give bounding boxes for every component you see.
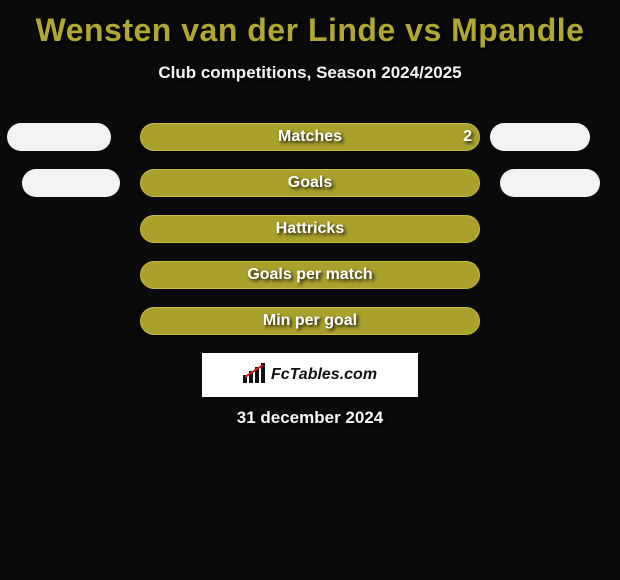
attribution-badge: FcTables.com: [202, 353, 418, 397]
page-subtitle: Club competitions, Season 2024/2025: [0, 63, 620, 83]
stat-label: Goals: [0, 169, 620, 197]
stat-row: Min per goal: [0, 307, 620, 335]
attribution-text: FcTables.com: [271, 366, 377, 384]
stat-label: Matches: [0, 123, 620, 151]
stat-row: Goals: [0, 169, 620, 197]
stat-label: Min per goal: [0, 307, 620, 335]
stat-label: Goals per match: [0, 261, 620, 289]
report-date: 31 december 2024: [0, 408, 620, 428]
comparison-chart: Matches2 Goals Hattricks Goals per match Min…: [0, 123, 620, 353]
stat-label: Hattricks: [0, 215, 620, 243]
page-title: Wensten van der Linde vs Mpandle: [0, 0, 620, 49]
stat-row: Hattricks: [0, 215, 620, 243]
chart-bars-icon: [243, 363, 267, 388]
page-root: Wensten van der Linde vs Mpandle Club co…: [0, 0, 620, 580]
stat-row: Goals per match: [0, 261, 620, 289]
right-value: 2: [463, 123, 472, 151]
stat-row: Matches2: [0, 123, 620, 151]
